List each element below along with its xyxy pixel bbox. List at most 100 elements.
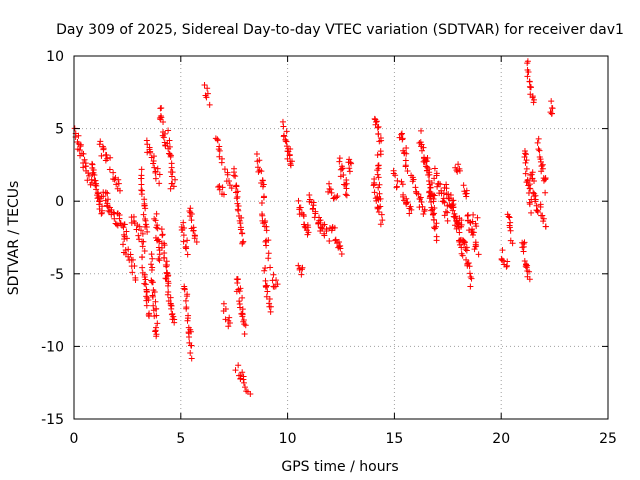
data-point xyxy=(433,220,440,227)
data-point xyxy=(431,165,438,172)
data-point xyxy=(507,219,514,226)
data-point xyxy=(379,217,386,224)
data-point xyxy=(346,165,353,172)
data-point xyxy=(240,316,247,323)
data-point xyxy=(222,305,229,312)
data-point xyxy=(75,132,82,139)
data-point xyxy=(165,127,172,134)
data-point xyxy=(312,208,319,215)
data-point xyxy=(542,174,549,181)
data-point xyxy=(93,186,100,193)
data-point xyxy=(540,215,547,222)
data-point xyxy=(138,166,145,173)
data-point xyxy=(263,282,270,289)
data-point xyxy=(533,202,540,209)
data-point xyxy=(428,179,435,186)
data-point xyxy=(168,173,175,180)
data-point xyxy=(504,211,511,218)
data-point xyxy=(184,291,191,298)
data-point xyxy=(166,137,173,144)
data-point xyxy=(539,212,546,219)
data-point xyxy=(237,285,244,292)
data-point xyxy=(168,311,175,318)
data-point xyxy=(140,238,147,245)
data-point xyxy=(142,205,149,212)
data-point xyxy=(339,165,346,172)
data-point xyxy=(204,90,211,97)
data-point xyxy=(170,183,177,190)
data-point xyxy=(443,185,450,192)
data-point xyxy=(454,220,461,227)
data-point xyxy=(309,206,316,213)
data-point xyxy=(168,160,175,167)
data-point xyxy=(455,161,462,168)
x-tick-label: 15 xyxy=(385,431,403,447)
data-point xyxy=(373,118,380,125)
data-point xyxy=(152,217,159,224)
data-point xyxy=(85,172,92,179)
data-point xyxy=(466,270,473,277)
data-point xyxy=(434,183,441,190)
data-point xyxy=(160,119,167,126)
data-point xyxy=(420,144,427,151)
data-point xyxy=(239,294,246,301)
data-point xyxy=(97,138,104,145)
data-point xyxy=(180,219,187,226)
data-point xyxy=(463,256,470,263)
data-point xyxy=(238,214,245,221)
data-point xyxy=(164,270,171,277)
data-point xyxy=(394,177,401,184)
data-point xyxy=(326,238,333,245)
data-point xyxy=(418,198,425,205)
data-point xyxy=(285,145,292,152)
data-point xyxy=(378,211,385,218)
data-point xyxy=(470,211,477,218)
data-point xyxy=(325,188,332,195)
data-point xyxy=(161,254,168,261)
data-point xyxy=(167,294,174,301)
data-point xyxy=(230,169,237,176)
data-point xyxy=(542,223,549,230)
data-point xyxy=(181,286,188,293)
data-point xyxy=(433,237,440,244)
data-point xyxy=(401,150,408,157)
data-point xyxy=(226,182,233,189)
x-tick-label: 25 xyxy=(599,431,617,447)
data-point xyxy=(463,193,470,200)
data-point xyxy=(503,263,510,270)
data-point xyxy=(440,190,447,197)
data-point xyxy=(425,171,432,178)
data-point xyxy=(374,167,381,174)
data-point xyxy=(283,128,290,135)
x-tick-label: 10 xyxy=(279,431,297,447)
data-point xyxy=(91,172,98,179)
data-point xyxy=(263,293,270,300)
data-point xyxy=(146,310,153,317)
data-point xyxy=(317,217,324,224)
data-point xyxy=(123,235,130,242)
data-point xyxy=(521,239,528,246)
data-point xyxy=(407,203,414,210)
data-point xyxy=(104,190,111,197)
data-point xyxy=(474,214,481,221)
data-point xyxy=(106,166,113,173)
data-point xyxy=(144,149,151,156)
data-point xyxy=(524,60,531,67)
data-point xyxy=(139,264,146,271)
data-point xyxy=(158,226,165,233)
data-point xyxy=(182,297,189,304)
data-point xyxy=(408,206,415,213)
data-point xyxy=(506,222,513,229)
data-point xyxy=(267,308,274,315)
data-point xyxy=(188,217,195,224)
data-point xyxy=(337,245,344,252)
data-point xyxy=(151,164,158,171)
data-point xyxy=(523,165,530,172)
data-point xyxy=(139,254,146,261)
data-point xyxy=(204,85,211,92)
data-point xyxy=(377,151,384,158)
data-point xyxy=(96,141,103,148)
data-point xyxy=(537,201,544,208)
data-point xyxy=(225,323,232,330)
data-point xyxy=(522,263,529,270)
